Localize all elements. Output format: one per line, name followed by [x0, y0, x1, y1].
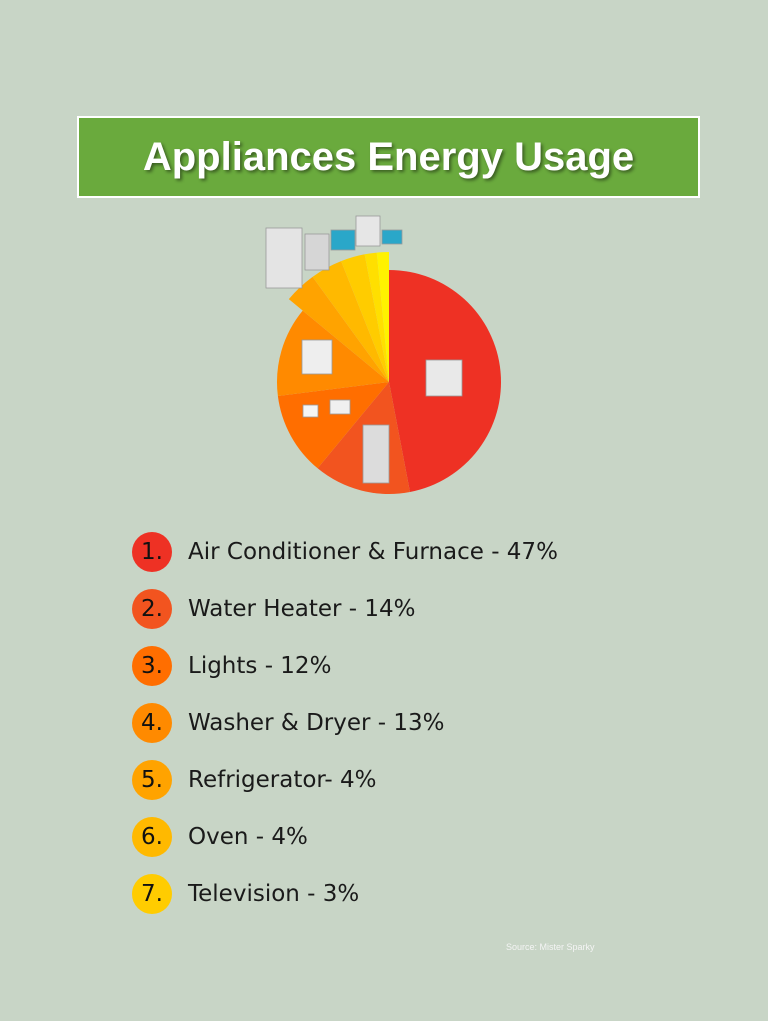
- legend-item: 5. Refrigerator- 4%: [132, 760, 377, 800]
- pie-chart: [265, 215, 501, 494]
- pie-slice-7: [341, 254, 389, 382]
- pie-slice-extra: [376, 252, 389, 382]
- legend-number-badge: 6.: [132, 817, 172, 857]
- legend-label: Television - 3%: [188, 881, 360, 907]
- legend-label: Oven - 4%: [188, 824, 308, 850]
- legend-label: Water Heater - 14%: [188, 596, 416, 622]
- television-icon: [330, 229, 356, 251]
- pie-slice-3: [277, 382, 389, 469]
- legend-label: Refrigerator- 4%: [188, 767, 377, 793]
- legend-item: 7. Television - 3%: [132, 874, 359, 914]
- legend-item: 1. Air Conditioner & Furnace - 47%: [132, 532, 558, 572]
- legend-number-badge: 7.: [132, 874, 172, 914]
- lamp-icon: [302, 404, 319, 418]
- water-heater-icon: [362, 424, 390, 484]
- laptop-icon: [381, 229, 403, 245]
- legend-number-badge: 5.: [132, 760, 172, 800]
- legend-number-badge: 4.: [132, 703, 172, 743]
- title-banner: Appliances Energy Usage: [77, 116, 700, 198]
- source-note: Source: Mister Sparky: [506, 942, 595, 952]
- legend-item: 4. Washer & Dryer - 13%: [132, 703, 445, 743]
- chandelier-icon: [329, 399, 351, 415]
- legend-number-badge: 2.: [132, 589, 172, 629]
- legend-label: Washer & Dryer - 13%: [188, 710, 445, 736]
- pie-slice-extra: [364, 252, 389, 382]
- legend-label: Air Conditioner & Furnace - 47%: [188, 539, 558, 565]
- air-conditioner-icon: [425, 359, 463, 397]
- chart-title: Appliances Energy Usage: [142, 134, 635, 179]
- dishwasher-icon: [355, 215, 381, 247]
- legend-number-badge: 1.: [132, 532, 172, 572]
- legend-item: 3. Lights - 12%: [132, 646, 331, 686]
- legend-item: 6. Oven - 4%: [132, 817, 308, 857]
- legend-item: 2. Water Heater - 14%: [132, 589, 416, 629]
- legend-label: Lights - 12%: [188, 653, 332, 679]
- pie-slice-6: [312, 261, 389, 382]
- refrigerator-icon: [265, 227, 303, 289]
- washer-icon: [301, 339, 333, 375]
- pie-slice-4: [277, 310, 389, 397]
- pie-slice-5: [288, 276, 389, 382]
- oven-icon: [304, 233, 330, 271]
- legend-number-badge: 3.: [132, 646, 172, 686]
